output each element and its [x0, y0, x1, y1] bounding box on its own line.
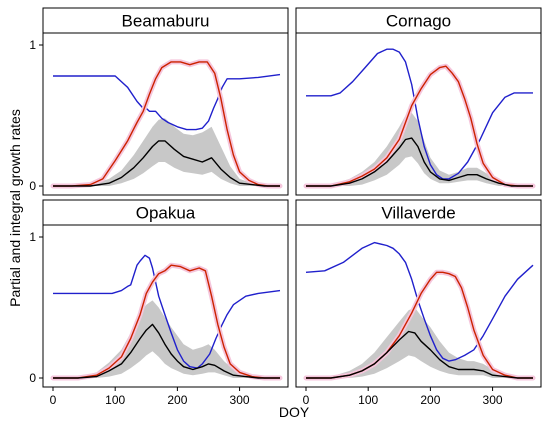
series-line-opakua-1	[53, 264, 280, 379]
panel-title-cornago: Cornago	[386, 12, 451, 31]
x-tick-label-opakua-0: 0	[50, 393, 57, 407]
band-beamaburu	[53, 118, 280, 186]
x-tick-label-villaverde-2: 200	[420, 393, 440, 407]
plot-frame-cornago	[295, 32, 542, 196]
panel-title-beamaburu: Beamaburu	[122, 12, 210, 31]
series-line-cornago-2	[306, 137, 533, 187]
panel-title-villaverde: Villaverde	[381, 204, 455, 223]
y-tick-label-beamaburu-1: 1	[29, 38, 36, 52]
panel-opakua: Opakua 0 1 0 100 200 300	[29, 199, 289, 407]
panel-beamaburu: Beamaburu 0 1	[29, 7, 289, 196]
x-tick-label-villaverde-1: 100	[358, 393, 378, 407]
y-tick-label-opakua-1: 1	[29, 230, 36, 244]
band-opakua	[53, 300, 280, 378]
series-line-cornago-0	[306, 48, 533, 180]
y-tick-label-beamaburu-0: 0	[29, 179, 36, 193]
panel-villaverde: Villaverde 0 100 200 300	[295, 199, 542, 407]
series-line-cornago-1	[306, 65, 533, 187]
series-line-beamaburu-0	[53, 73, 281, 131]
plot-frame-villaverde	[295, 224, 542, 388]
panel-strip-cornago	[295, 7, 542, 34]
series-line-opakua-2	[53, 323, 280, 379]
series-line-villaverde-2	[306, 330, 533, 379]
x-axis-title: DOY	[279, 404, 310, 420]
panel-title-opakua: Opakua	[136, 204, 196, 223]
y-tick-label-opakua-0: 0	[29, 371, 36, 385]
y-axis-title: Partial and integral growth rates	[7, 109, 23, 307]
x-tick-label-opakua-3: 300	[230, 393, 250, 407]
plot-frame-beamaburu	[42, 32, 289, 196]
series-line-beamaburu-2	[53, 140, 280, 187]
series-line-beamaburu-1	[53, 61, 280, 187]
panel-cornago: Cornago	[295, 7, 542, 196]
panel-strip-opakua	[42, 199, 289, 226]
x-tick-label-villaverde-3: 300	[483, 393, 503, 407]
band-villaverde	[306, 307, 533, 378]
x-tick-label-villaverde-0: 0	[303, 393, 310, 407]
x-tick-label-opakua-2: 200	[167, 393, 187, 407]
series-line-opakua-0	[53, 254, 281, 369]
panel-strip-beamaburu	[42, 7, 289, 34]
x-tick-label-opakua-1: 100	[105, 393, 125, 407]
series-line-villaverde-0	[305, 241, 534, 362]
panel-strip-villaverde	[295, 199, 542, 226]
